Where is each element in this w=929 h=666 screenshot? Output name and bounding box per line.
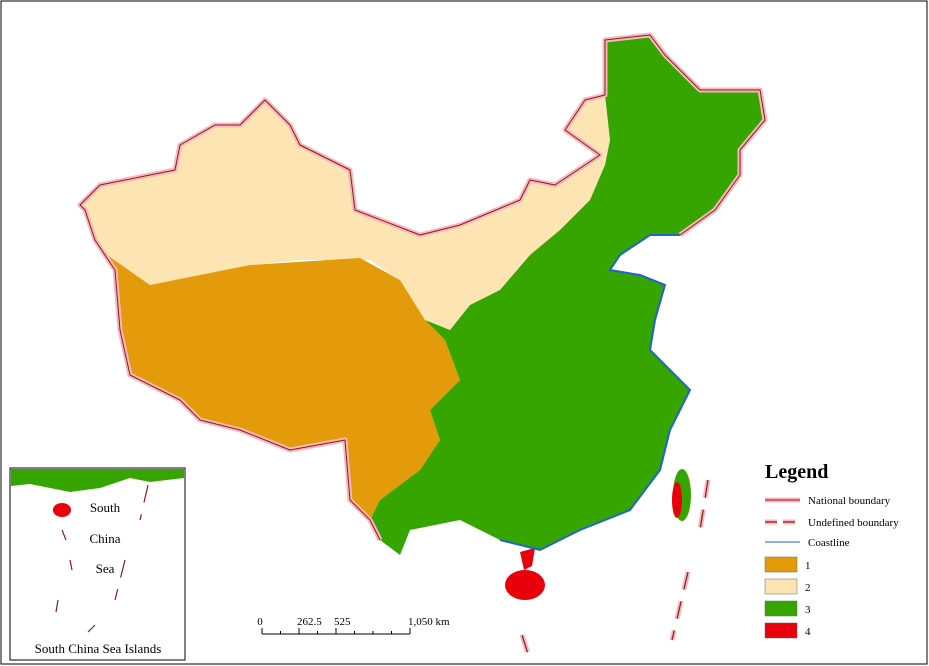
scale-label: 0 [257,616,263,628]
legend-label: 2 [805,582,811,594]
legend-label: 1 [805,560,811,572]
legend-swatch [764,600,798,617]
region-4 [520,548,535,570]
legend-title: Legend [765,461,828,483]
inset-label: South [90,500,121,515]
inset-label: China [89,531,120,546]
inset-land [11,469,184,492]
inset-title: South China Sea Islands [35,641,162,656]
legend-label: 4 [805,626,811,638]
legend-label: National boundary [808,495,891,507]
legend-label: 3 [805,604,811,616]
inset-undefined-boundary [55,484,149,633]
scale-label: 262.5 [297,616,322,628]
inset-frame [9,467,186,661]
region-2 [80,95,610,330]
inset-hainan [53,503,71,517]
legend-swatch [764,622,798,639]
undefined-boundary [521,479,709,661]
region-3 [370,35,765,555]
region-1 [85,210,460,520]
coastline [499,234,692,552]
legend-swatch [764,578,798,595]
scale-label: 525 [334,616,351,628]
legend-label: Undefined boundary [808,517,899,529]
national-boundary [79,34,766,541]
inset-label: Sea [96,561,115,576]
scale-label: 1,050 km [408,616,450,628]
legend-swatch [764,556,798,573]
legend-label: Coastline [808,537,850,549]
region-4 [505,570,545,600]
region-4 [672,482,682,518]
